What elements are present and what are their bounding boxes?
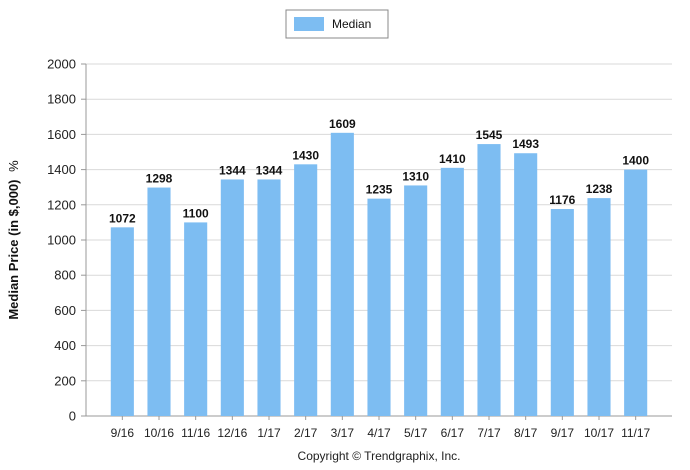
x-tick-label-2-17: 2/17: [294, 426, 318, 440]
y-tick-label: 1800: [47, 92, 76, 107]
y-tick-label: 1200: [47, 197, 76, 212]
data-label-9-17: 1176: [549, 193, 575, 207]
copyright-text: Copyright © Trendgraphix, Inc.: [298, 449, 461, 463]
data-label-11-16: 1100: [183, 206, 209, 220]
bar-10-16: [147, 187, 171, 416]
data-label-6-17: 1410: [439, 152, 466, 166]
bar-11-16: [184, 222, 208, 416]
data-label-2-17: 1430: [292, 148, 319, 162]
data-label-10-17: 1238: [586, 182, 613, 196]
y-tick-label: 0: [69, 409, 76, 424]
x-axis-ticks: 9/16 10/16 11/16 12/16 1/17 2/17 3/17 4/17 5/17 6…: [111, 416, 651, 440]
data-label-10-16: 1298: [146, 172, 173, 186]
y-tick-label: 800: [54, 268, 76, 283]
bar-2-17: [294, 164, 318, 416]
legend: Median: [285, 9, 389, 39]
data-label-8-17: 1493: [512, 137, 539, 151]
data-label-1-17: 1344: [256, 163, 283, 177]
x-tick-label-5-17: 5/17: [404, 426, 428, 440]
x-tick-label-6-17: 6/17: [441, 426, 465, 440]
x-tick-label-11-16: 11/16: [181, 426, 210, 440]
bar-7-17: [477, 144, 501, 416]
y-tick-label: 200: [54, 373, 76, 388]
bar-11-17: [624, 169, 648, 416]
data-label-3-17: 1609: [329, 117, 356, 131]
y-tick-label: 400: [54, 338, 76, 353]
bar-10-17: [587, 198, 611, 416]
bar-3-17: [330, 132, 354, 417]
bar-1-17: [257, 179, 281, 416]
bars: [110, 132, 648, 417]
y-tick-label: 1400: [47, 162, 76, 177]
bar-9-16: [110, 227, 134, 416]
y-axis-title-suffix: %: [6, 160, 21, 172]
x-tick-label-10-16: 10/16: [144, 426, 174, 440]
data-label-7-17: 1545: [476, 128, 503, 142]
y-tick-label: 1000: [47, 233, 76, 248]
x-tick-label-7-17: 7/17: [477, 426, 501, 440]
bar-8-17: [514, 153, 538, 416]
bar-5-17: [404, 185, 428, 416]
data-label-9-16: 1072: [109, 211, 136, 225]
y-tick-label: 2000: [47, 57, 76, 72]
y-tick-label: 600: [54, 303, 76, 318]
x-tick-label-11-17: 11/17: [621, 426, 650, 440]
x-tick-label-9-17: 9/17: [551, 426, 575, 440]
legend-swatch-median: [294, 17, 324, 31]
y-axis-ticks: 0 200 400 600 800 1000 1200 1400 1600 1800 2000: [47, 57, 86, 424]
x-tick-label-4-17: 4/17: [367, 426, 391, 440]
y-axis-title: Median Price (in $,000) %: [6, 160, 21, 320]
data-label-4-17: 1235: [366, 183, 393, 197]
x-tick-label-8-17: 8/17: [514, 426, 538, 440]
x-tick-label-3-17: 3/17: [331, 426, 355, 440]
data-labels: 1072 1298 1100 1344 1344 1430 1609 1235 1310 1410…: [109, 117, 649, 226]
bar-6-17: [440, 167, 464, 416]
legend-label-median: Median: [332, 17, 371, 31]
y-axis-title-text: Median Price (in $,000): [6, 180, 21, 320]
bar-4-17: [367, 198, 391, 416]
data-label-11-17: 1400: [622, 154, 649, 168]
x-tick-label-10-17: 10/17: [584, 426, 614, 440]
x-tick-label-12-16: 12/16: [217, 426, 247, 440]
bar-9-17: [550, 209, 574, 416]
data-label-5-17: 1310: [402, 169, 429, 183]
data-label-12-16: 1344: [219, 163, 246, 177]
gridlines: [86, 63, 672, 382]
x-tick-label-9-16: 9/16: [111, 426, 135, 440]
x-tick-label-1-17: 1/17: [257, 426, 281, 440]
bar-12-16: [220, 179, 244, 416]
y-tick-label: 1600: [47, 127, 76, 142]
